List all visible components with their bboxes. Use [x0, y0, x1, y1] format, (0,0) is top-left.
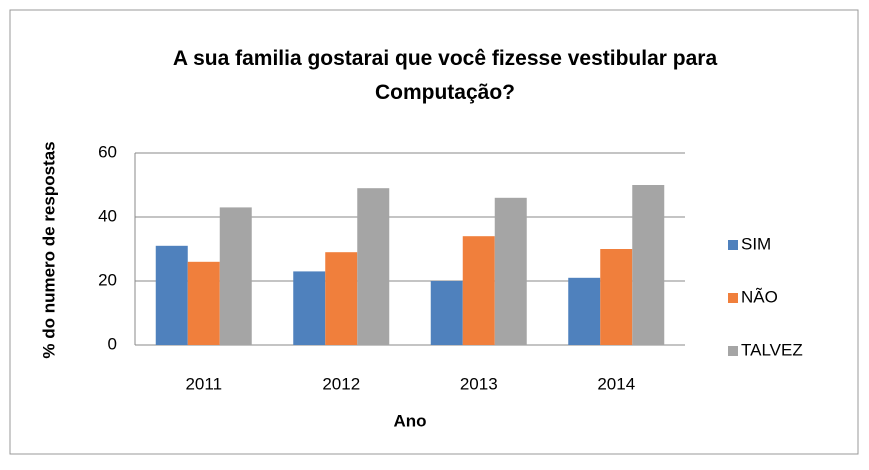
bar — [494, 197, 527, 345]
bar — [293, 271, 326, 345]
x-tick-label: 2012 — [322, 374, 360, 393]
bar — [219, 207, 252, 345]
legend-label: SIM — [741, 234, 771, 253]
bar — [155, 245, 188, 345]
bar — [462, 236, 495, 345]
legend-swatch — [728, 240, 738, 250]
x-tick-label: 2011 — [185, 374, 222, 393]
y-tick-label: 60 — [98, 142, 117, 161]
legend-label: NÃO — [741, 287, 778, 306]
y-tick-label: 20 — [98, 270, 117, 289]
bar — [357, 188, 390, 345]
bar — [568, 277, 601, 345]
x-tick-label: 2013 — [460, 374, 498, 393]
legend-label: TALVEZ — [741, 340, 803, 359]
y-tick-label: 40 — [98, 206, 117, 225]
bar — [632, 185, 665, 345]
bar — [187, 261, 220, 345]
legend-swatch — [728, 346, 738, 356]
x-axis-label: Ano — [393, 411, 426, 430]
legend-swatch — [728, 293, 738, 303]
chart-title: A sua familia gostarai que você fizesse … — [172, 47, 718, 104]
bar — [325, 252, 358, 345]
bar — [430, 281, 463, 345]
y-tick-label: 0 — [108, 334, 117, 353]
y-axis-label: % do numero de respostas — [39, 141, 58, 358]
chart-border — [9, 9, 859, 455]
x-tick-label: 2014 — [597, 374, 635, 393]
bar — [600, 249, 633, 345]
